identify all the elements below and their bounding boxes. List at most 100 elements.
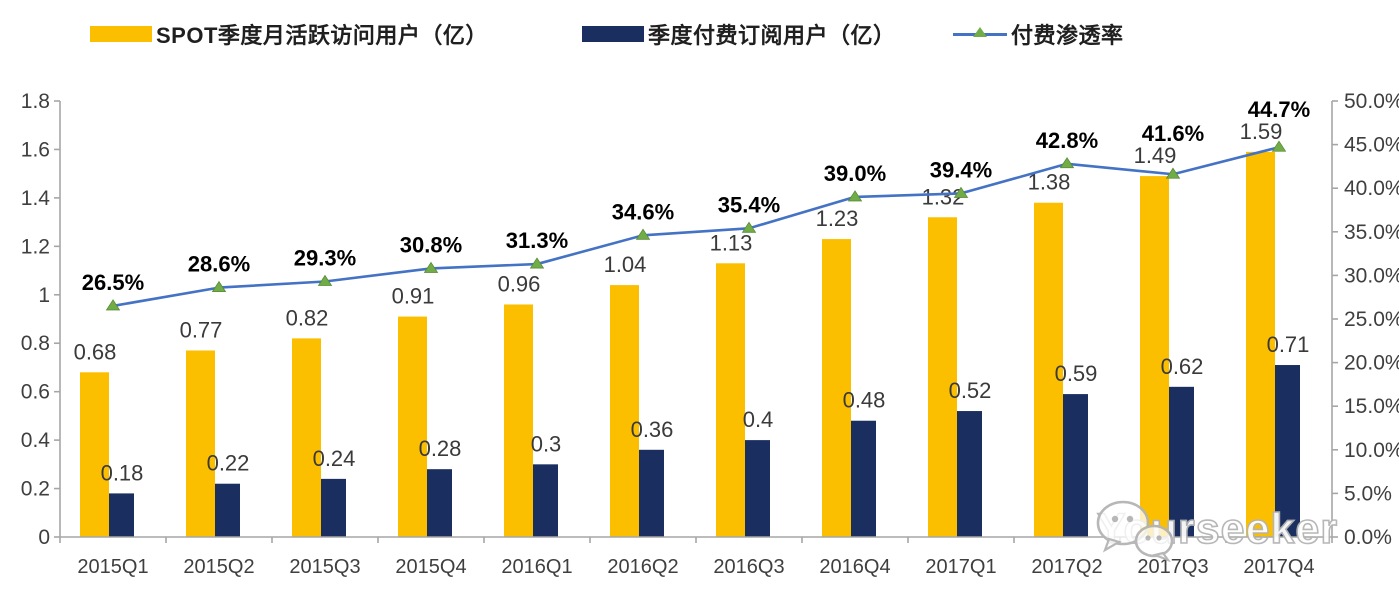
penetration-label-2016Q2: 34.6% bbox=[612, 199, 674, 224]
x-axis-label-2015Q2: 2015Q2 bbox=[183, 556, 254, 578]
penetration-marker-2017Q1 bbox=[953, 186, 969, 198]
x-axis-label-2015Q3: 2015Q3 bbox=[289, 556, 360, 578]
right-axis-tick-label-3: 15.0% bbox=[1344, 395, 1399, 418]
x-axis-label-2017Q1: 2017Q1 bbox=[925, 556, 996, 578]
x-axis-label-2016Q2: 2016Q2 bbox=[607, 556, 678, 578]
left-axis-tick-label-9: 1.8 bbox=[21, 90, 50, 113]
right-axis-tick-label-7: 35.0% bbox=[1344, 221, 1399, 244]
x-axis-label-2016Q4: 2016Q4 bbox=[819, 556, 890, 578]
penetration-label-2015Q4: 30.8% bbox=[400, 232, 462, 257]
bar-subscribers-2015Q1 bbox=[109, 493, 134, 537]
bar-subscribers-2017Q3 bbox=[1169, 386, 1194, 537]
penetration-label-2017Q3: 41.6% bbox=[1142, 121, 1204, 146]
right-axis-tick-label-1: 5.0% bbox=[1344, 482, 1392, 505]
bar-subscribers-2016Q3 bbox=[745, 440, 770, 537]
penetration-label-2016Q4: 39.0% bbox=[824, 161, 886, 186]
right-axis-tick-label-2: 10.0% bbox=[1344, 439, 1399, 462]
left-axis-tick-label-8: 1.6 bbox=[21, 138, 50, 161]
bar-label-subscribers-2015Q4: 0.28 bbox=[419, 436, 462, 461]
left-axis-tick-label-7: 1.4 bbox=[21, 187, 51, 210]
right-axis-tick-label-8: 40.0% bbox=[1344, 177, 1399, 200]
left-axis-tick-label-1: 0.2 bbox=[21, 478, 50, 501]
penetration-label-2015Q3: 29.3% bbox=[294, 246, 356, 271]
bar-mau-2017Q3 bbox=[1140, 176, 1169, 538]
penetration-marker-2016Q1 bbox=[529, 257, 545, 269]
legend-label-mau: SPOT季度月活跃访问用户（亿） bbox=[156, 23, 488, 48]
bar-label-subscribers-2017Q1: 0.52 bbox=[949, 378, 992, 403]
penetration-marker-2016Q3 bbox=[741, 221, 757, 233]
bar-mau-2015Q2 bbox=[186, 350, 215, 537]
bar-label-mau-2015Q3: 0.82 bbox=[286, 305, 329, 330]
bar-label-subscribers-2016Q2: 0.36 bbox=[631, 417, 674, 442]
penetration-label-2015Q1: 26.5% bbox=[82, 270, 144, 295]
bar-mau-2016Q1 bbox=[504, 304, 533, 537]
bar-label-subscribers-2016Q3: 0.4 bbox=[743, 407, 774, 432]
bar-label-subscribers-2017Q4: 0.71 bbox=[1267, 332, 1310, 357]
legend-item-subscribers: 季度付费订阅用户（亿） bbox=[582, 20, 896, 48]
triangle-marker-icon bbox=[973, 27, 987, 37]
penetration-series-swatch bbox=[953, 24, 1007, 44]
mau-series-swatch bbox=[90, 26, 152, 42]
penetration-label-2016Q1: 31.3% bbox=[506, 228, 568, 253]
bar-label-subscribers-2017Q2: 0.59 bbox=[1055, 361, 1098, 386]
bar-label-subscribers-2015Q1: 0.18 bbox=[101, 460, 144, 485]
bar-label-mau-2017Q4: 1.59 bbox=[1240, 119, 1283, 144]
bar-subscribers-2016Q1 bbox=[533, 464, 558, 537]
x-axis-label-2017Q3: 2017Q3 bbox=[1137, 556, 1208, 578]
penetration-marker-2016Q2 bbox=[635, 228, 651, 240]
left-axis-tick-label-2: 0.4 bbox=[21, 429, 51, 452]
right-axis-tick-label-9: 45.0% bbox=[1344, 134, 1399, 157]
bar-label-subscribers-2017Q3: 0.62 bbox=[1161, 354, 1204, 379]
penetration-marker-2017Q2 bbox=[1059, 157, 1075, 169]
bar-label-mau-2016Q4: 1.23 bbox=[816, 206, 859, 231]
x-axis-label-2015Q4: 2015Q4 bbox=[395, 556, 466, 578]
penetration-marker-2015Q3 bbox=[317, 274, 333, 286]
left-axis-tick-label-6: 1.2 bbox=[21, 235, 50, 258]
penetration-label-2016Q3: 35.4% bbox=[718, 192, 780, 217]
bar-label-mau-2016Q3: 1.13 bbox=[710, 230, 753, 255]
bar-label-mau-2015Q4: 0.91 bbox=[392, 284, 435, 309]
bar-mau-2017Q1 bbox=[928, 217, 957, 537]
bar-subscribers-2015Q3 bbox=[321, 478, 346, 537]
penetration-label-2017Q2: 42.8% bbox=[1036, 128, 1098, 153]
legend-label-subscribers: 季度付费订阅用户（亿） bbox=[648, 23, 896, 48]
penetration-marker-2017Q3 bbox=[1165, 167, 1181, 179]
bar-mau-2015Q3 bbox=[292, 338, 321, 537]
right-axis-tick-label-6: 30.0% bbox=[1344, 264, 1399, 287]
bar-label-subscribers-2015Q3: 0.24 bbox=[313, 446, 356, 471]
bar-mau-2016Q3 bbox=[716, 263, 745, 537]
bar-subscribers-2015Q2 bbox=[215, 483, 240, 537]
bar-mau-2015Q4 bbox=[398, 316, 427, 537]
bar-mau-2017Q4 bbox=[1246, 151, 1275, 537]
bar-label-mau-2015Q1: 0.68 bbox=[74, 339, 117, 364]
bar-label-subscribers-2016Q1: 0.3 bbox=[531, 431, 562, 456]
bar-label-subscribers-2015Q2: 0.22 bbox=[207, 451, 250, 476]
penetration-marker-2016Q4 bbox=[847, 190, 863, 202]
x-axis-label-2015Q1: 2015Q1 bbox=[77, 556, 148, 578]
bar-label-mau-2017Q3: 1.49 bbox=[1134, 143, 1177, 168]
x-axis-label-2017Q4: 2017Q4 bbox=[1243, 556, 1314, 578]
bar-subscribers-2016Q2 bbox=[639, 449, 664, 537]
legend-item-penetration: 付费渗透率 bbox=[953, 20, 1124, 48]
penetration-label-2017Q4: 44.7% bbox=[1248, 97, 1310, 122]
penetration-marker-2015Q2 bbox=[211, 280, 227, 293]
bar-label-mau-2015Q2: 0.77 bbox=[180, 317, 223, 342]
right-axis-tick-label-4: 20.0% bbox=[1344, 352, 1399, 375]
bar-mau-2016Q2 bbox=[610, 285, 639, 537]
bar-subscribers-2017Q1 bbox=[957, 411, 982, 537]
penetration-marker-2017Q4 bbox=[1271, 140, 1287, 152]
right-axis-tick-label-5: 25.0% bbox=[1344, 308, 1399, 331]
right-axis-tick-label-0: 0.0% bbox=[1344, 526, 1392, 549]
penetration-rate-line bbox=[112, 145, 1280, 308]
left-axis-tick-label-0: 0 bbox=[38, 526, 50, 549]
x-axis-label-2016Q3: 2016Q3 bbox=[713, 556, 784, 578]
bar-mau-2016Q4 bbox=[822, 239, 851, 538]
bar-label-mau-2016Q2: 1.04 bbox=[604, 252, 647, 277]
x-axis-label-2017Q2: 2017Q2 bbox=[1031, 556, 1102, 578]
bar-subscribers-2017Q2 bbox=[1063, 394, 1088, 537]
right-axis-tick-label-10: 50.0% bbox=[1344, 90, 1399, 113]
penetration-marker-2015Q4 bbox=[423, 261, 439, 273]
left-axis-tick-label-4: 0.8 bbox=[21, 332, 50, 355]
bar-subscribers-2015Q4 bbox=[427, 469, 452, 537]
